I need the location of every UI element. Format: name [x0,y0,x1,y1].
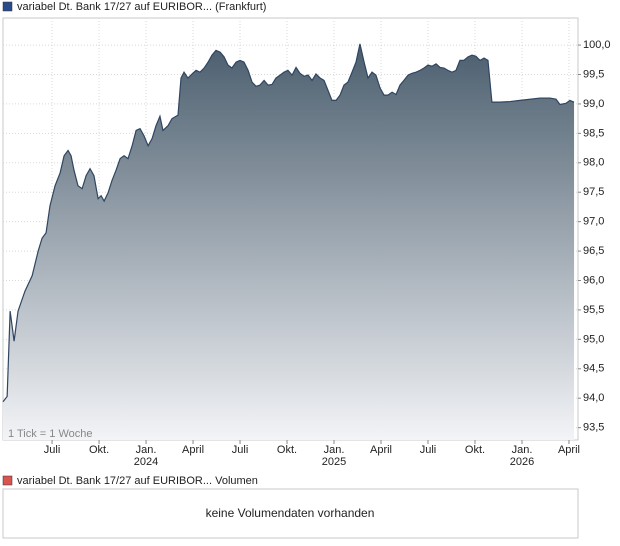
x-tick-label: Juli [232,444,249,456]
price-line [2,43,575,403]
y-tick-label: 93,5 [583,422,604,434]
y-tick-label: 94,0 [583,392,604,404]
annotation: 1 Tick = 1 Woche [8,428,92,440]
volume-legend-swatch [2,475,13,486]
y-tick-label: 95,0 [583,333,604,345]
y-tick-label: 97,5 [583,186,604,198]
x-tick-label: Jan. [512,444,533,456]
volume-frame [2,488,579,539]
volume-legend-label: variabel Dt. Bank 17/27 auf EURIBOR... V… [17,475,258,487]
x-tick-label: April [558,444,580,456]
x-tick-label: April [370,444,392,456]
y-tick-label: 96,0 [583,274,604,286]
y-tick-label: 100,0 [583,39,611,51]
area-fill [3,43,575,441]
x-tick-label: Okt. [277,444,297,456]
legend-swatch [2,1,13,12]
x-tick-year: 2024 [134,456,158,468]
x-tick-label: April [182,444,204,456]
x-tick-label: Jan. [136,444,157,456]
x-tick-year: 2026 [510,456,534,468]
volume-message: keine Volumendaten vorhanden [206,506,375,520]
x-tick-label: Okt. [89,444,109,456]
x-tick-label: Okt. [465,444,485,456]
x-tick-label: Juli [420,444,437,456]
y-tick-label: 99,0 [583,98,604,110]
y-tick-label: 95,5 [583,304,604,316]
y-tick-label: 94,5 [583,363,604,375]
x-tick-label: Jan. [324,444,345,456]
y-tick-label: 96,5 [583,245,604,257]
x-tick-year: 2025 [322,456,346,468]
y-tick-label: 97,0 [583,216,604,228]
legend-label: variabel Dt. Bank 17/27 auf EURIBOR... (… [17,1,266,13]
x-tick-label: Juli [44,444,61,456]
y-tick-label: 98,0 [583,157,604,169]
y-tick-label: 98,5 [583,127,604,139]
y-tick-label: 99,5 [583,68,604,80]
